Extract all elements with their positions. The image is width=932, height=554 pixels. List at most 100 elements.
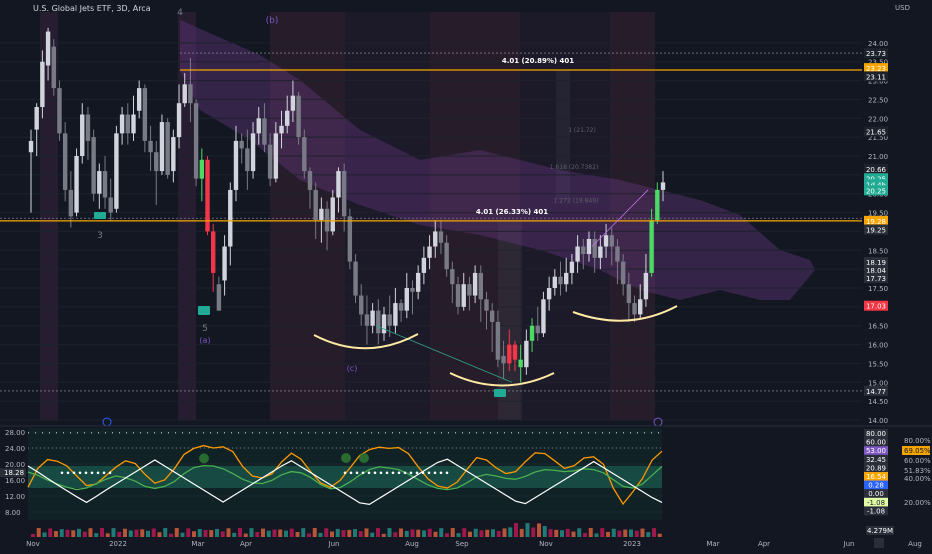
candle-body-76: [461, 284, 466, 307]
volume-bar-51: [324, 528, 329, 537]
candle-body-89: [535, 325, 540, 334]
volume-bar-34: [226, 528, 231, 537]
candle-body-17: [125, 114, 130, 134]
osc-dot-a-2: [72, 471, 76, 475]
volume-bar-84: [514, 523, 518, 537]
y-tick-label-6: 21.00: [868, 153, 888, 161]
price-tag-label-6: 1d 4h: [866, 181, 886, 189]
candle-body-68: [415, 272, 421, 292]
osc-dot-a-7: [102, 471, 106, 475]
y-tick-label-16: 16.00: [868, 342, 888, 350]
volume-bar-55: [347, 529, 352, 537]
level-label-0: 4.01 (20.89%) 401: [502, 57, 574, 65]
osc-tag-9: [864, 506, 888, 516]
candle-body-10: [85, 114, 91, 141]
osc-tag-3: [864, 454, 888, 464]
candle-body-45: [285, 110, 290, 126]
volume-bar-20: [146, 530, 150, 537]
x-tick-label-3: Apr: [240, 540, 252, 548]
price-tag-label-13: 17.03: [866, 303, 886, 311]
osc-pct-1: 69.05%: [904, 447, 931, 455]
osc-y-tick-5: 8.00: [5, 509, 21, 517]
osc-tag-label-8: -1.08: [867, 499, 885, 507]
volume-bar-95: [577, 528, 582, 537]
volume-bar-101: [611, 528, 616, 537]
price-tag-label-2: 23.11: [866, 73, 886, 81]
candle-body-90: [541, 299, 546, 334]
candle-body-22: [154, 152, 159, 172]
osc-dot-b-13: [421, 471, 425, 475]
candle-body-72: [438, 231, 444, 243]
candle-body-36: [233, 140, 239, 190]
candle-body-105: [626, 284, 632, 304]
volume-bar-6: [65, 529, 70, 537]
candle-body-99: [592, 238, 597, 258]
volume-bar-65: [404, 530, 409, 537]
price-tag-1: [864, 63, 888, 74]
price-tag-label-12: 17.73: [866, 275, 886, 283]
volume-bar-17: [128, 530, 133, 537]
volume-bar-7: [71, 530, 76, 537]
wave-label-0: 4: [177, 8, 183, 18]
osc-tag-label-1: 60.00: [866, 439, 886, 447]
volume-bar-76: [468, 531, 472, 537]
candle-body-64: [393, 303, 398, 326]
osc-tag-label-7: 0.00: [868, 490, 884, 498]
wave-label-4: (a): [199, 336, 210, 345]
shade-band-4: [430, 12, 520, 420]
volume-bar-86: [525, 523, 530, 537]
candle-body-32: [210, 231, 216, 273]
y-tick-label-0: 24.00: [868, 40, 888, 48]
volume-bar-3: [48, 528, 53, 537]
shoulder-arc-left: [313, 333, 419, 350]
price-tag-label-7: 20.25: [866, 187, 886, 195]
volume-bar-29: [197, 529, 202, 537]
volume-bar-64: [399, 528, 403, 537]
osc-dot-a-5: [90, 471, 94, 475]
osc-left-value: 18.28: [4, 469, 24, 477]
currency-label: USD: [895, 4, 910, 12]
osc-dot-b-12: [415, 471, 419, 475]
y-tick-label-15: 16.50: [868, 323, 888, 331]
volume-bar-33: [220, 531, 225, 537]
price-tag-label-14: 14.77: [866, 388, 886, 396]
candle-body-52: [324, 208, 330, 232]
osc-dot-a-3: [78, 471, 82, 475]
osc-tag-5: [864, 472, 888, 481]
candle-body-58: [359, 295, 364, 315]
osc-dot-b-16: [439, 471, 443, 475]
shade-band-5: [520, 12, 610, 420]
settings-button[interactable]: [874, 538, 884, 548]
volume-bar-105: [634, 530, 639, 537]
volume-bar-16: [123, 528, 127, 537]
volume-bar-23: [163, 528, 168, 537]
volume-bar-71: [439, 528, 444, 537]
candle-body-59: [364, 314, 370, 326]
volume-bar-11: [94, 533, 99, 537]
osc-tag-label-6: 0.28: [868, 482, 884, 490]
price-tag-label-1: 23.23: [866, 65, 886, 73]
candle-body-91: [546, 288, 552, 300]
osc-dot-b-8: [391, 471, 395, 475]
candle-body-35: [228, 189, 233, 247]
osc-y-tick-3: 16.00: [5, 477, 25, 485]
volume-tag: 4.279M: [867, 527, 893, 535]
candle-body-83: [501, 355, 506, 364]
candle-body-73: [444, 242, 449, 270]
osc-tag-8: [864, 497, 888, 507]
osc-tag-label-5: 16.54: [866, 473, 887, 481]
osc-dot-b-6: [379, 471, 383, 475]
candle-body-74: [450, 269, 455, 285]
osc-blob-0: [199, 453, 209, 464]
osc-pct-0: 80.00%: [904, 437, 931, 445]
volume-bar-91: [554, 529, 559, 537]
volume-bar-82: [502, 528, 507, 537]
candle-body-16: [119, 114, 125, 134]
candle-body-92: [552, 276, 558, 288]
price-tag-13: [864, 300, 888, 311]
volume-bar-2: [42, 532, 47, 537]
volume-bar-44: [284, 530, 288, 537]
candle-body-66: [404, 288, 409, 311]
